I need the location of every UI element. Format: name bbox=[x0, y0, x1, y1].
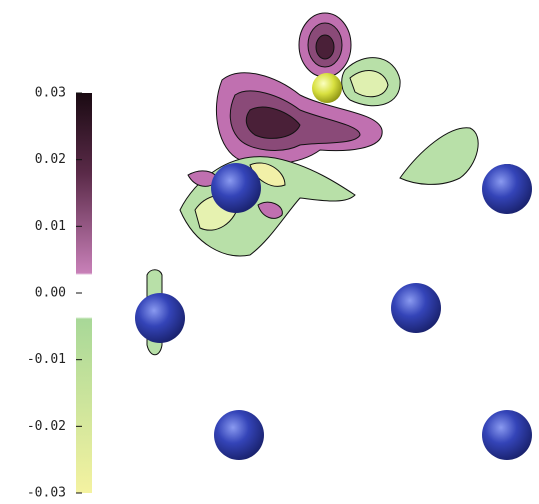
contour-map bbox=[147, 13, 520, 355]
atom bbox=[211, 163, 261, 213]
atom bbox=[482, 164, 532, 214]
colorbar-tick-label: 0.03 bbox=[35, 86, 66, 101]
colorbar-tick-label: 0.02 bbox=[35, 152, 66, 167]
colorbar-tick-label: 0.01 bbox=[35, 219, 66, 234]
chart: 0.03 0.02 0.01 0.00 -0.01 -0.02 -0.03 bbox=[0, 0, 539, 504]
atom bbox=[482, 410, 532, 460]
atom bbox=[135, 293, 185, 343]
colorbar-tick-label: -0.03 bbox=[27, 486, 66, 501]
atom bbox=[391, 283, 441, 333]
atom bbox=[312, 73, 342, 103]
colorbar-tick-label: -0.02 bbox=[27, 419, 66, 434]
atom bbox=[214, 410, 264, 460]
colorbar-tick-label: 0.00 bbox=[35, 286, 66, 301]
colorbar-tick-label: -0.01 bbox=[27, 352, 66, 367]
